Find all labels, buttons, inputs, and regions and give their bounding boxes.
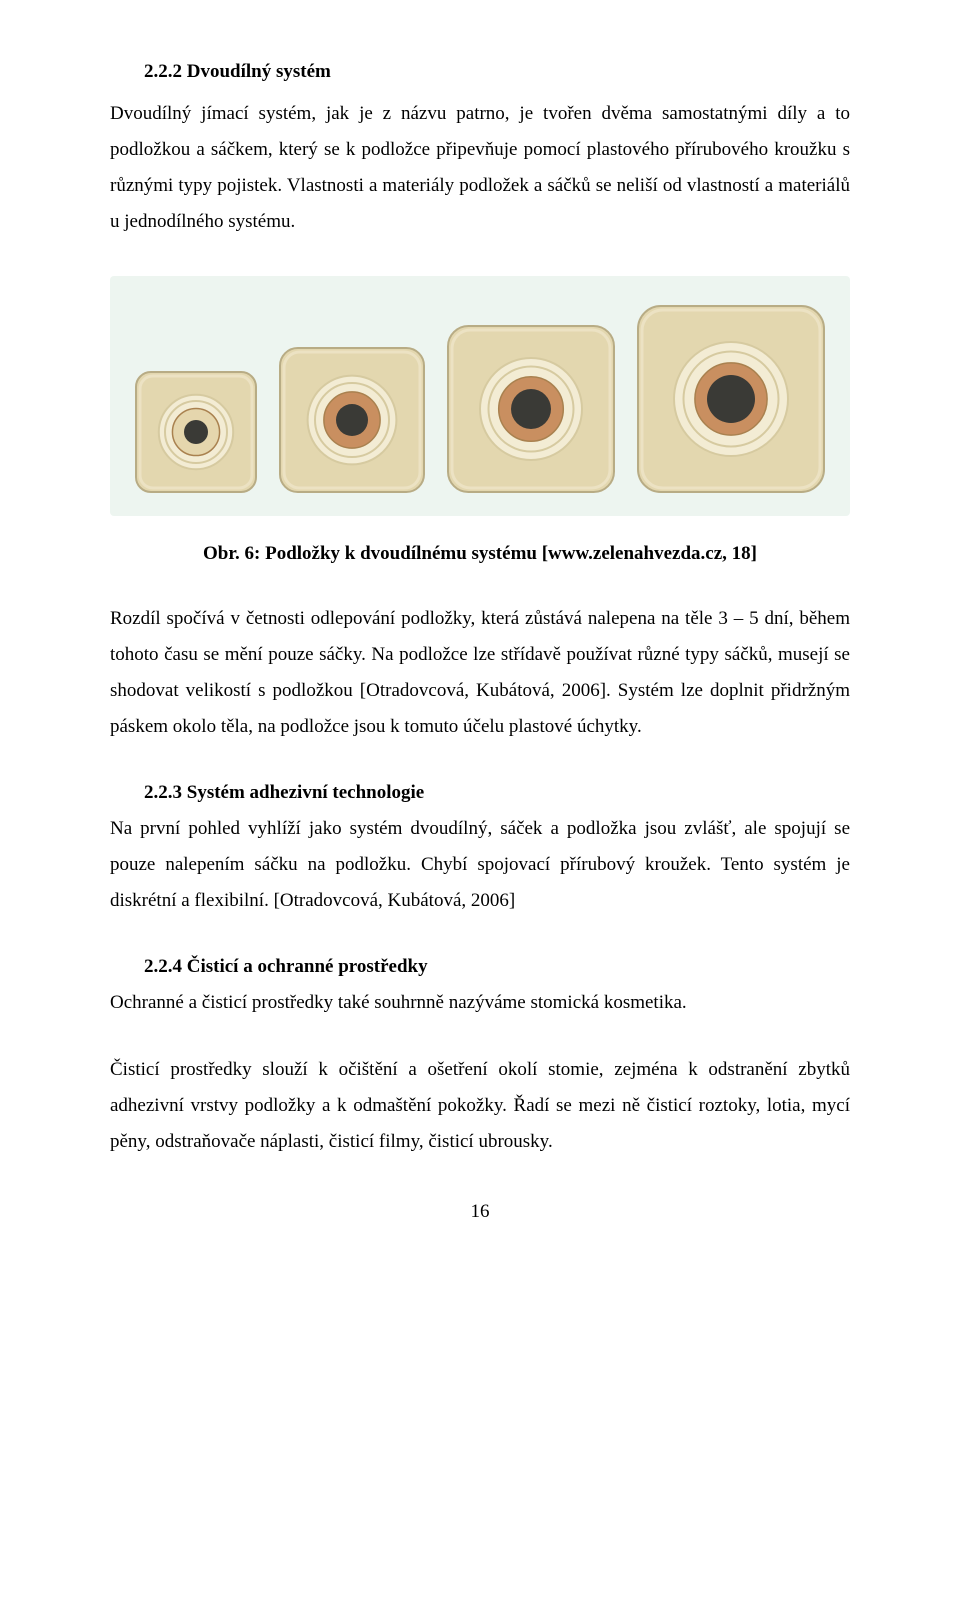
ostomy-plate [446,324,616,494]
page-number: 16 [110,1194,850,1230]
heading-2-2-4: 2.2.4 Čisticí a ochranné prostředky [110,956,428,977]
ostomy-plate [636,304,826,494]
figure-6 [110,276,850,516]
ostomy-plate [134,370,258,494]
figure-6-caption: Obr. 6: Podložky k dvoudílnému systému [… [110,536,850,572]
heading-2-2-2: 2.2.2 Dvoudílný systém [110,54,850,90]
para-2-2-4-a: Ochranné a čisticí prostředky také souhr… [110,985,850,1021]
para-2-2-3: Na první pohled vyhlíží jako systém dvou… [110,811,850,919]
para-after-figure: Rozdíl spočívá v četnosti odlepování pod… [110,601,850,745]
para-2-2-2-intro: Dvoudílný jímací systém, jak je z názvu … [110,96,850,240]
heading-2-2-3: 2.2.3 Systém adhezivní technologie [110,782,424,803]
ostomy-plate [278,346,426,494]
para-2-2-4-b: Čisticí prostředky slouží k očištění a o… [110,1052,850,1160]
